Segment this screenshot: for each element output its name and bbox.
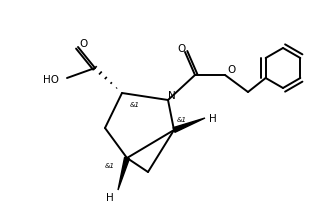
Polygon shape <box>173 118 205 132</box>
Text: N: N <box>168 91 176 101</box>
Text: &1: &1 <box>105 163 115 169</box>
Text: O: O <box>227 65 235 75</box>
Text: O: O <box>177 44 185 54</box>
Text: O: O <box>79 39 87 49</box>
Text: HO: HO <box>43 75 59 85</box>
Text: H: H <box>106 193 114 203</box>
Text: &1: &1 <box>177 117 187 123</box>
Text: &1: &1 <box>130 102 140 108</box>
Polygon shape <box>118 157 130 190</box>
Text: H: H <box>209 114 217 124</box>
